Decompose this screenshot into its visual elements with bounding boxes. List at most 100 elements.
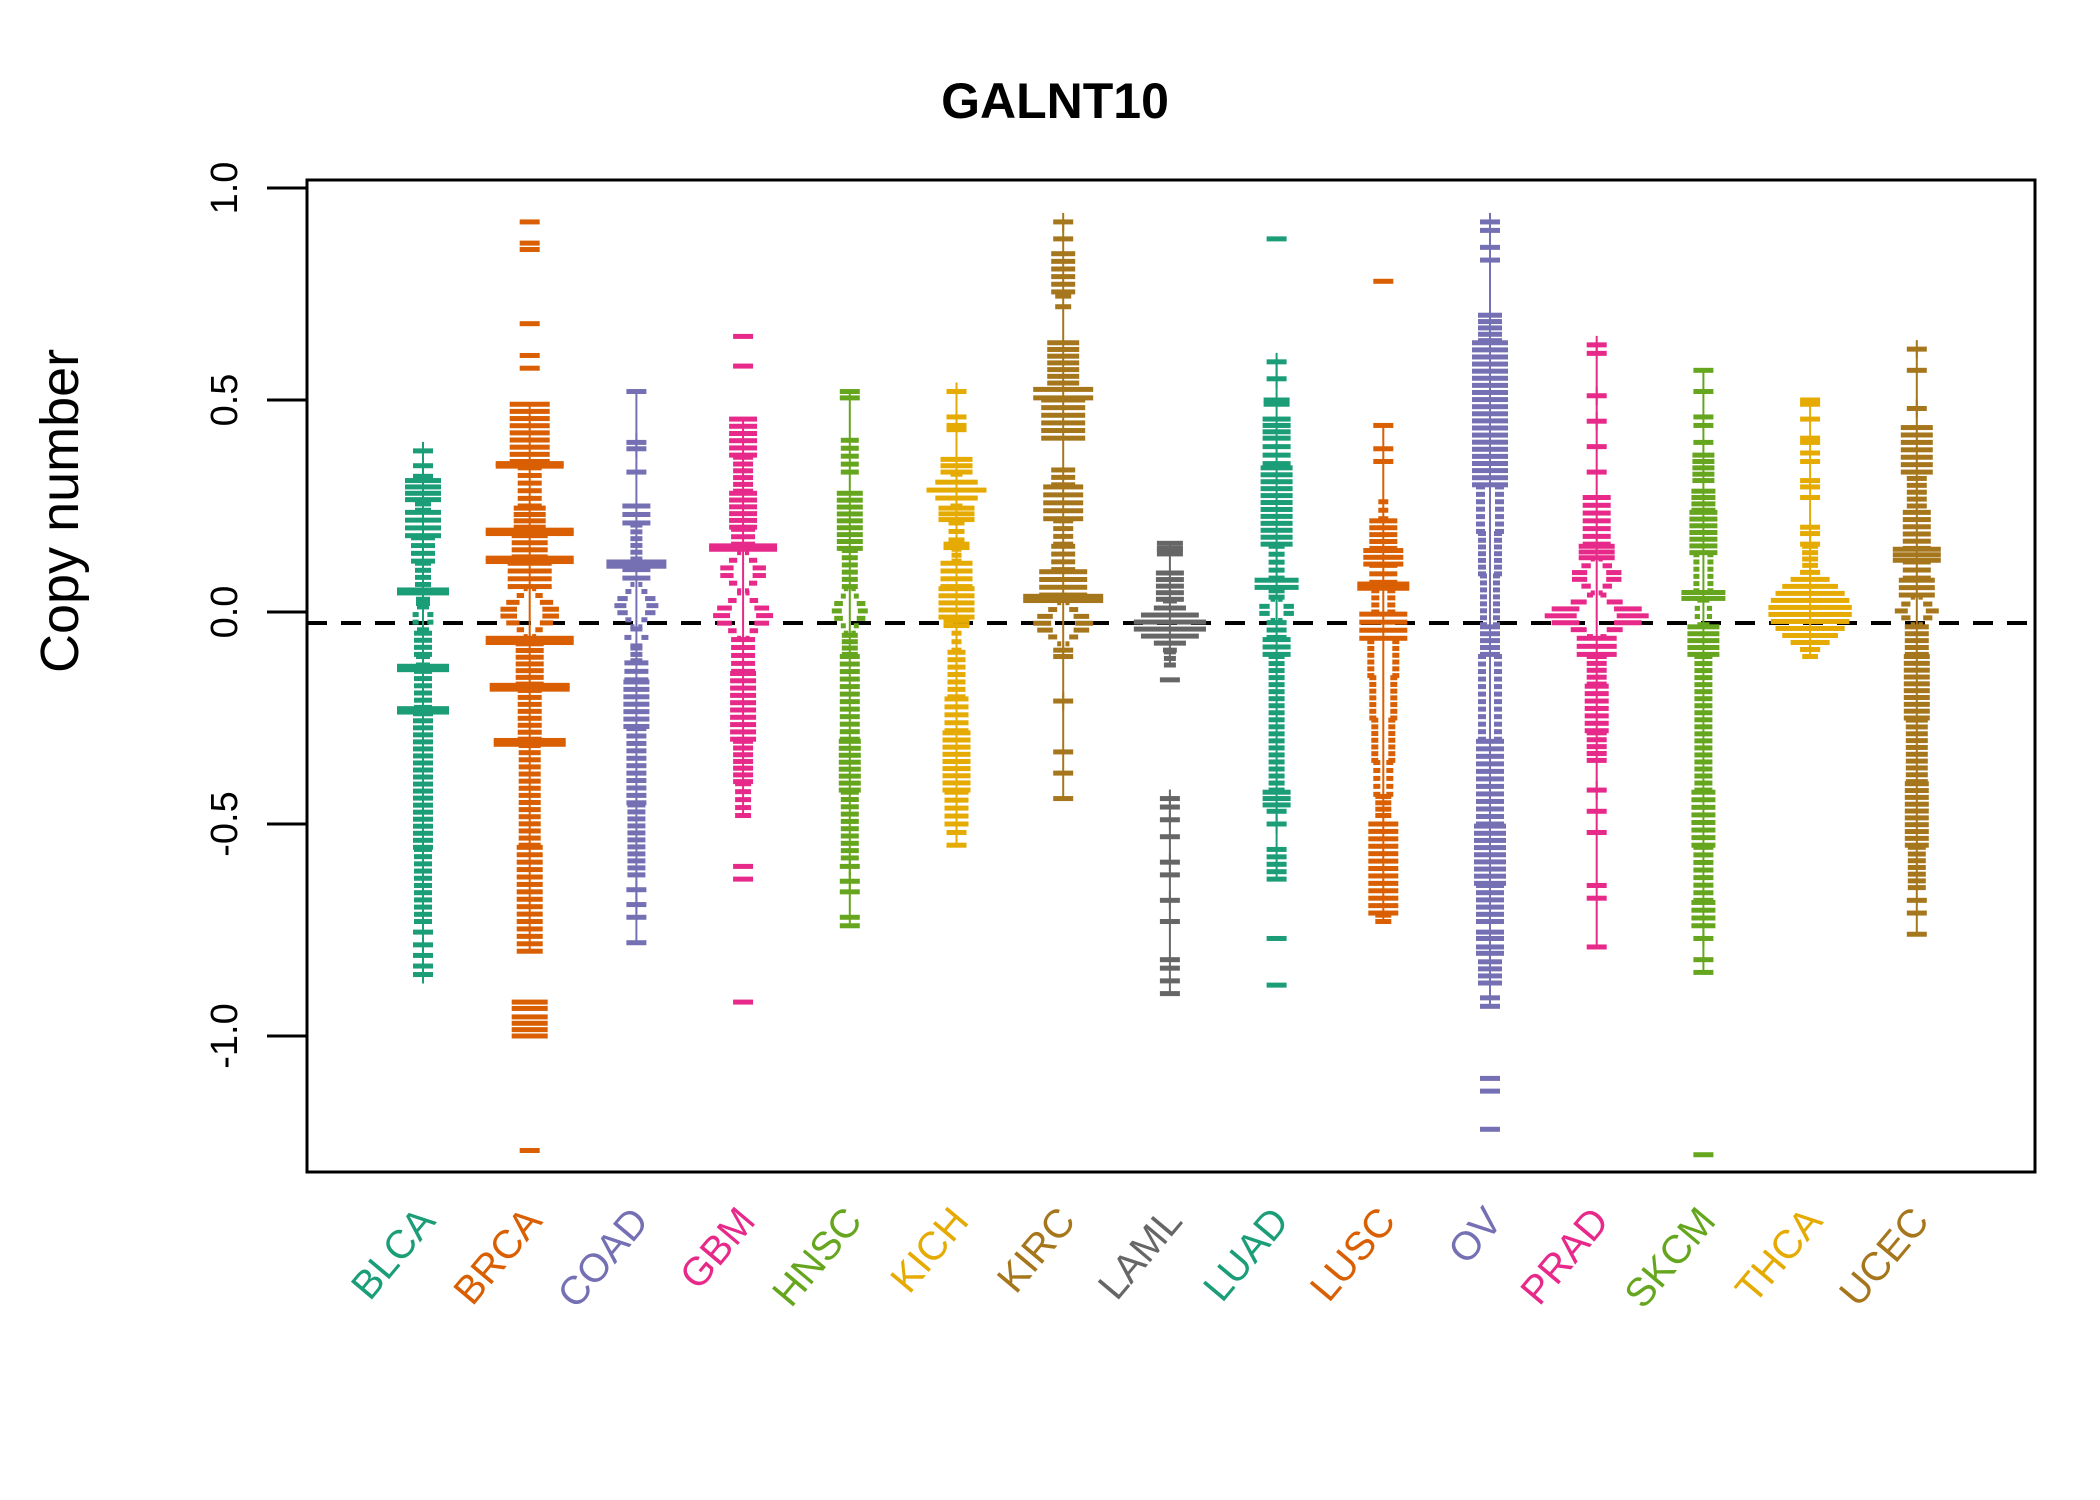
dash-row	[940, 560, 973, 566]
dash-row	[626, 740, 647, 746]
dash-row	[414, 911, 432, 917]
dash-row	[1905, 765, 1928, 771]
dash-row	[1706, 605, 1713, 611]
dash-row	[733, 481, 754, 487]
outlier-dash	[1159, 834, 1180, 840]
dash-row	[1493, 580, 1500, 586]
violin-SKCM	[1681, 367, 1726, 1158]
outlier-tick	[422, 946, 424, 965]
dash-row	[1480, 615, 1487, 621]
x-label-KICH: KICH	[882, 1200, 977, 1301]
dash-row	[1367, 645, 1375, 651]
dash-row	[1693, 559, 1700, 565]
dash-row	[1905, 738, 1928, 744]
dash-row	[1371, 595, 1380, 601]
dash-row	[1155, 583, 1184, 589]
dash-row	[1390, 702, 1398, 708]
dash-row	[415, 560, 431, 566]
dash-row	[836, 539, 863, 545]
dash-row	[1254, 577, 1299, 583]
dash-row	[1474, 866, 1506, 872]
dash-row	[1892, 546, 1941, 552]
dash-row	[1065, 600, 1070, 606]
dash-row	[1266, 854, 1287, 860]
dash-row	[1478, 331, 1502, 337]
dash-row	[1262, 416, 1291, 422]
outlier-dash	[1159, 978, 1180, 984]
dash-row	[1694, 724, 1713, 730]
dash-row	[1163, 662, 1176, 668]
violin-KICH	[926, 382, 987, 848]
dash-row	[841, 576, 858, 582]
dash-row	[614, 603, 627, 609]
dash-row	[940, 463, 973, 469]
dash-row	[737, 550, 742, 556]
dash-row	[1918, 594, 1923, 600]
dash-row	[1598, 556, 1603, 562]
outlier-dash	[1906, 910, 1927, 916]
dash-row	[839, 714, 860, 720]
dash-row	[838, 745, 861, 751]
dash-row	[623, 716, 650, 722]
dash-row	[517, 472, 542, 478]
dash-row	[838, 780, 861, 786]
dash-row	[1368, 851, 1399, 857]
dash-row	[1904, 794, 1929, 800]
dash-row	[1041, 420, 1086, 426]
dash-row	[1268, 551, 1285, 557]
dash-row	[1368, 843, 1399, 849]
dash-row	[1023, 593, 1104, 599]
dash-row	[1369, 562, 1398, 568]
dash-row	[839, 661, 860, 667]
dash-row	[1584, 720, 1609, 726]
dash-row	[1902, 531, 1931, 537]
dash-row	[1898, 592, 1935, 598]
dash-row	[1691, 812, 1716, 818]
dash-row	[1260, 520, 1293, 526]
dash-row	[1073, 627, 1090, 633]
dash-row	[1375, 813, 1392, 819]
dash-row	[1903, 701, 1930, 707]
dash-row	[733, 461, 754, 467]
dash-row	[729, 423, 758, 429]
dash-row	[1140, 633, 1199, 639]
dash-row	[840, 804, 859, 810]
dash-row	[1480, 608, 1487, 614]
dash-row	[1478, 551, 1486, 557]
violin-PRAD	[1544, 335, 1649, 950]
dash-row	[1268, 668, 1285, 674]
dash-row	[840, 453, 859, 459]
dash-row	[1478, 684, 1486, 690]
dash-row	[1478, 654, 1486, 660]
dash-row	[1480, 594, 1487, 600]
dash-row	[1474, 837, 1506, 843]
dash-row	[517, 488, 542, 494]
x-label-HNSC: HNSC	[764, 1200, 871, 1315]
dash-row	[506, 620, 520, 626]
dash-row	[1903, 681, 1930, 687]
dash-row	[1369, 695, 1377, 701]
dash-row	[1262, 637, 1291, 643]
outlier-dash	[1800, 531, 1821, 537]
dash-row	[1359, 635, 1408, 641]
outlier-dash	[1800, 397, 1821, 403]
dash-row	[645, 610, 656, 616]
dash-row	[749, 597, 759, 603]
outlier-dash	[1800, 458, 1821, 464]
dash-row	[623, 709, 650, 715]
outlier-dash	[1693, 414, 1714, 420]
dash-row	[947, 657, 966, 663]
dash-row	[1268, 759, 1285, 765]
dash-row	[405, 525, 441, 531]
dash-row	[516, 941, 543, 947]
dash-row	[940, 456, 973, 462]
dash-row	[1476, 499, 1485, 505]
dash-row	[1905, 758, 1928, 764]
dash-row	[1476, 783, 1504, 789]
dash-row	[1474, 873, 1506, 879]
dash-row	[415, 567, 431, 573]
dash-row	[729, 504, 758, 510]
dash-row	[728, 628, 737, 634]
dash-row	[1495, 491, 1504, 497]
outlier-tick	[1702, 929, 1705, 948]
